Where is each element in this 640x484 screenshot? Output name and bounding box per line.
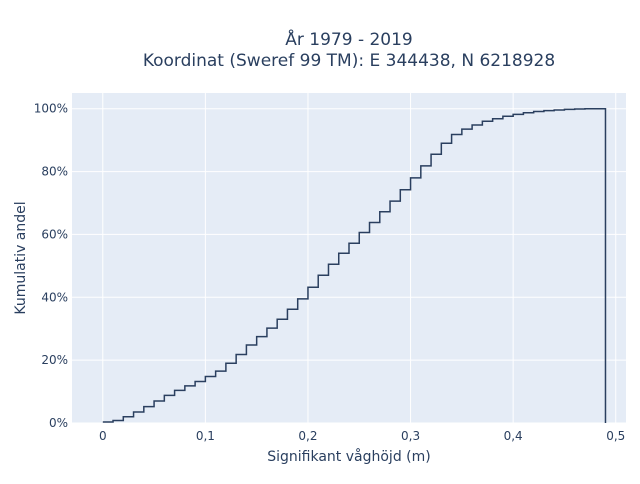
y-tick-label: 0% xyxy=(49,416,68,430)
y-tick-label: 40% xyxy=(41,290,68,304)
x-tick-label: 0,5 xyxy=(606,429,625,443)
series-group xyxy=(102,107,607,423)
x-tick-label: 0,3 xyxy=(401,429,420,443)
plot-area xyxy=(72,93,626,423)
y-tick-label: 20% xyxy=(41,353,68,367)
x-tick-label: 0,1 xyxy=(196,429,215,443)
x-axis-label: Signifikant våghöjd (m) xyxy=(267,448,430,465)
chart-title-line1: År 1979 - 2019 xyxy=(285,28,413,50)
series-step-line xyxy=(102,107,607,423)
tick-labels: 0 0,1 0,2 0,3 0,4 0,5 0% 20% 40% 60% 80% 100% xyxy=(34,102,626,443)
x-tick-label: 0,2 xyxy=(298,429,317,443)
chart-title-line2: Koordinat (Sweref 99 TM): E 344438, N 62… xyxy=(143,51,555,71)
y-tick-label: 60% xyxy=(41,227,68,241)
y-tick-label: 80% xyxy=(41,165,68,179)
y-axis-label: Kumulativ andel xyxy=(13,201,29,314)
y-tick-label: 100% xyxy=(34,102,68,116)
x-tick-label: 0,4 xyxy=(504,429,523,443)
grid-lines xyxy=(72,93,626,424)
x-tick-label: 0 xyxy=(99,429,107,443)
